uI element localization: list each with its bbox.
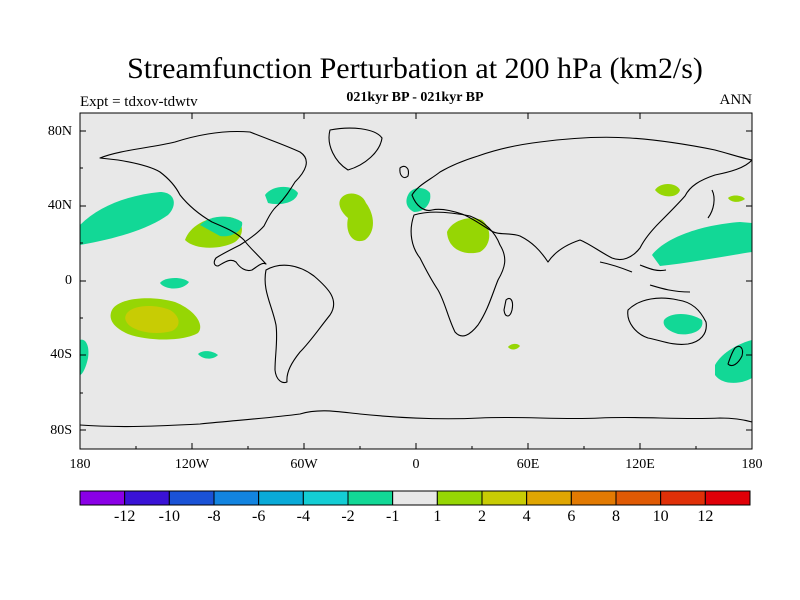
- colorbar-label: 2: [478, 508, 486, 525]
- colorbar-swatch: [481, 490, 528, 506]
- colorbar-label: -4: [296, 508, 310, 525]
- lon-label-60w: 60W: [290, 457, 318, 472]
- colorbar: [79, 490, 751, 506]
- coast-australia: [627, 297, 707, 345]
- area-etpac-cyan: [160, 277, 189, 289]
- lat-label-eq: 0: [65, 273, 72, 288]
- area-matl-green: [339, 193, 373, 242]
- colorbar-swatch: [213, 490, 260, 506]
- coast-greenland: [328, 127, 383, 171]
- coast-indonesia: [599, 261, 691, 293]
- coast-africa: [410, 211, 506, 337]
- lat-label-80n: 80N: [47, 124, 72, 139]
- coast-new-zealand: [727, 345, 744, 367]
- coast-antarctica: [79, 410, 753, 428]
- colorbar-swatch: [704, 490, 751, 506]
- colorbar-swatch: [258, 490, 304, 506]
- colorbar-swatch: [302, 490, 349, 506]
- colorbar-swatch: [660, 490, 706, 506]
- colorbar-label: 1: [433, 508, 442, 525]
- area-natl-cyan: [265, 186, 298, 205]
- area-wpac-cyan: [652, 222, 752, 266]
- area-china-green: [655, 184, 680, 197]
- colorbar-label: 10: [652, 508, 669, 525]
- colorbar-label: 8: [612, 508, 620, 525]
- colorbar-swatch: [168, 490, 215, 506]
- lat-label-40s: 40S: [50, 347, 72, 362]
- colorbar-swatch: [79, 490, 126, 506]
- perturbation-areas: [80, 184, 752, 383]
- lon-label-120e: 120E: [625, 457, 655, 472]
- lon-label-180e: 180: [741, 457, 763, 472]
- area-spac-yellow: [125, 306, 179, 334]
- lon-label-60e: 60E: [516, 457, 540, 472]
- colorbar-label: -1: [385, 508, 400, 525]
- coastlines: [79, 127, 753, 428]
- colorbar-label: -2: [341, 508, 355, 525]
- coast-south-america: [264, 264, 335, 384]
- colorbar-label: 4: [522, 508, 531, 525]
- season-label: ANN: [719, 92, 753, 108]
- map-ocean: [80, 113, 752, 449]
- colorbar-label: -12: [113, 508, 136, 525]
- colorbar-swatch: [570, 490, 617, 506]
- colorbar-swatch: [526, 490, 572, 506]
- lon-label-0: 0: [412, 457, 420, 472]
- colorbar-swatch: [124, 490, 170, 506]
- coast-japan: [707, 189, 715, 219]
- chart-title: Streamfunction Perturbation at 200 hPa (…: [127, 52, 703, 85]
- area-aus-cyan: [663, 314, 703, 335]
- lat-label-80s: 80S: [50, 423, 72, 438]
- colorbar-label: 6: [567, 508, 576, 525]
- coast-madagascar: [503, 297, 514, 317]
- colorbar-swatch: [436, 490, 483, 506]
- lon-label-180w: 180: [69, 457, 91, 472]
- colorbar-label: 12: [697, 508, 714, 525]
- colorbar-label: -10: [158, 508, 180, 525]
- area-npacific-cyan: [80, 192, 174, 245]
- area-japan-green: [728, 195, 745, 202]
- lon-label-120w: 120W: [174, 457, 210, 472]
- experiment-label: Expt = tdxov-tdwtv: [80, 94, 198, 110]
- area-satl-green: [508, 343, 520, 350]
- colorbar-label: -6: [251, 508, 266, 525]
- coast-north-america: [99, 130, 307, 272]
- area-spac2-cyan: [198, 351, 218, 359]
- chart-subtitle: 021kyr BP - 021kyr BP: [346, 90, 484, 105]
- colorbar-swatch: [347, 490, 394, 506]
- coast-uk: [399, 165, 409, 179]
- axis-ticks: [79, 113, 753, 449]
- lat-label-40n: 40N: [47, 198, 72, 213]
- colorbar-label: -8: [207, 508, 221, 525]
- coast-europe-asia: [411, 136, 753, 263]
- area-westedge-cyan: [80, 339, 89, 375]
- area-egypt-green: [447, 218, 490, 254]
- colorbar-swatch: [615, 490, 662, 506]
- colorbar-swatch: [392, 490, 438, 506]
